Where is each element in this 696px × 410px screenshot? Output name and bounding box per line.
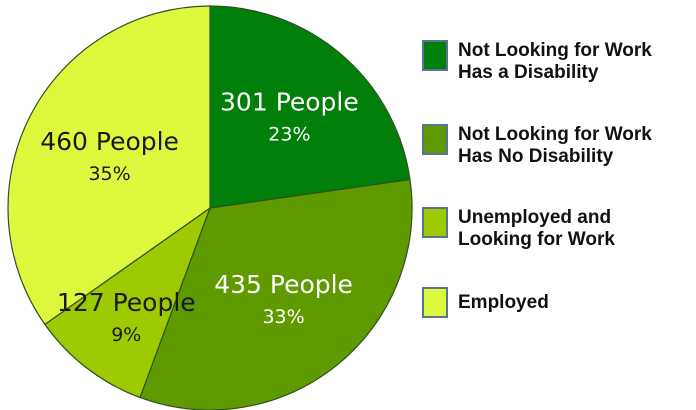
legend-swatch [422, 287, 448, 318]
slice-unemployed [44, 206, 212, 399]
legend-label: Employed [458, 287, 549, 318]
slice-not-looking-no-disability [139, 178, 413, 410]
legend-line1: Not Looking for Work [458, 40, 652, 61]
legend-item-employed: Employed [422, 287, 696, 318]
legend-item-unemployed: Unemployed and Looking for Work [422, 207, 696, 251]
legend-swatch [422, 124, 448, 155]
legend-label: Not Looking for Work Has a Disability [458, 40, 652, 84]
legend-item-disability: Not Looking for Work Has a Disability [422, 40, 696, 84]
slice-percent-label: 9% [111, 324, 141, 346]
slice-percent-label: 33% [262, 306, 304, 328]
legend-label: Unemployed and Looking for Work [458, 207, 615, 251]
legend-line2: Has a Disability [458, 62, 599, 83]
slice-not-looking-disability [209, 5, 411, 209]
legend-line1: Unemployed and [458, 207, 612, 228]
legend-swatch [422, 207, 448, 238]
slice-percent-label: 35% [88, 163, 130, 185]
legend-line2: Looking for Work [458, 229, 615, 250]
slice-count-label: 127 People [57, 288, 196, 317]
legend-line2: Has No Disability [458, 146, 614, 167]
pie-slices [7, 5, 413, 410]
legend-item-no-disability: Not Looking for Work Has No Disability [422, 124, 696, 168]
slice-employed [7, 5, 211, 326]
slice-count-label: 460 People [40, 127, 179, 156]
slice-percent-label: 23% [268, 124, 310, 146]
legend-swatch [422, 40, 448, 71]
slice-count-label: 435 People [214, 270, 353, 299]
legend-line1: Not Looking for Work [458, 124, 652, 145]
legend-line1: Employed [458, 292, 549, 313]
legend-label: Not Looking for Work Has No Disability [458, 124, 652, 168]
slice-count-label: 301 People [220, 88, 359, 117]
pie-labels: 301 People 23% 435 People 33% 127 People 9% 46… [40, 88, 359, 346]
